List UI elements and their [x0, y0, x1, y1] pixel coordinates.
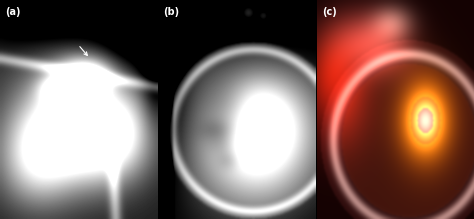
Text: (c): (c)	[322, 7, 337, 17]
Text: (a): (a)	[5, 7, 20, 17]
Text: (b): (b)	[163, 7, 179, 17]
